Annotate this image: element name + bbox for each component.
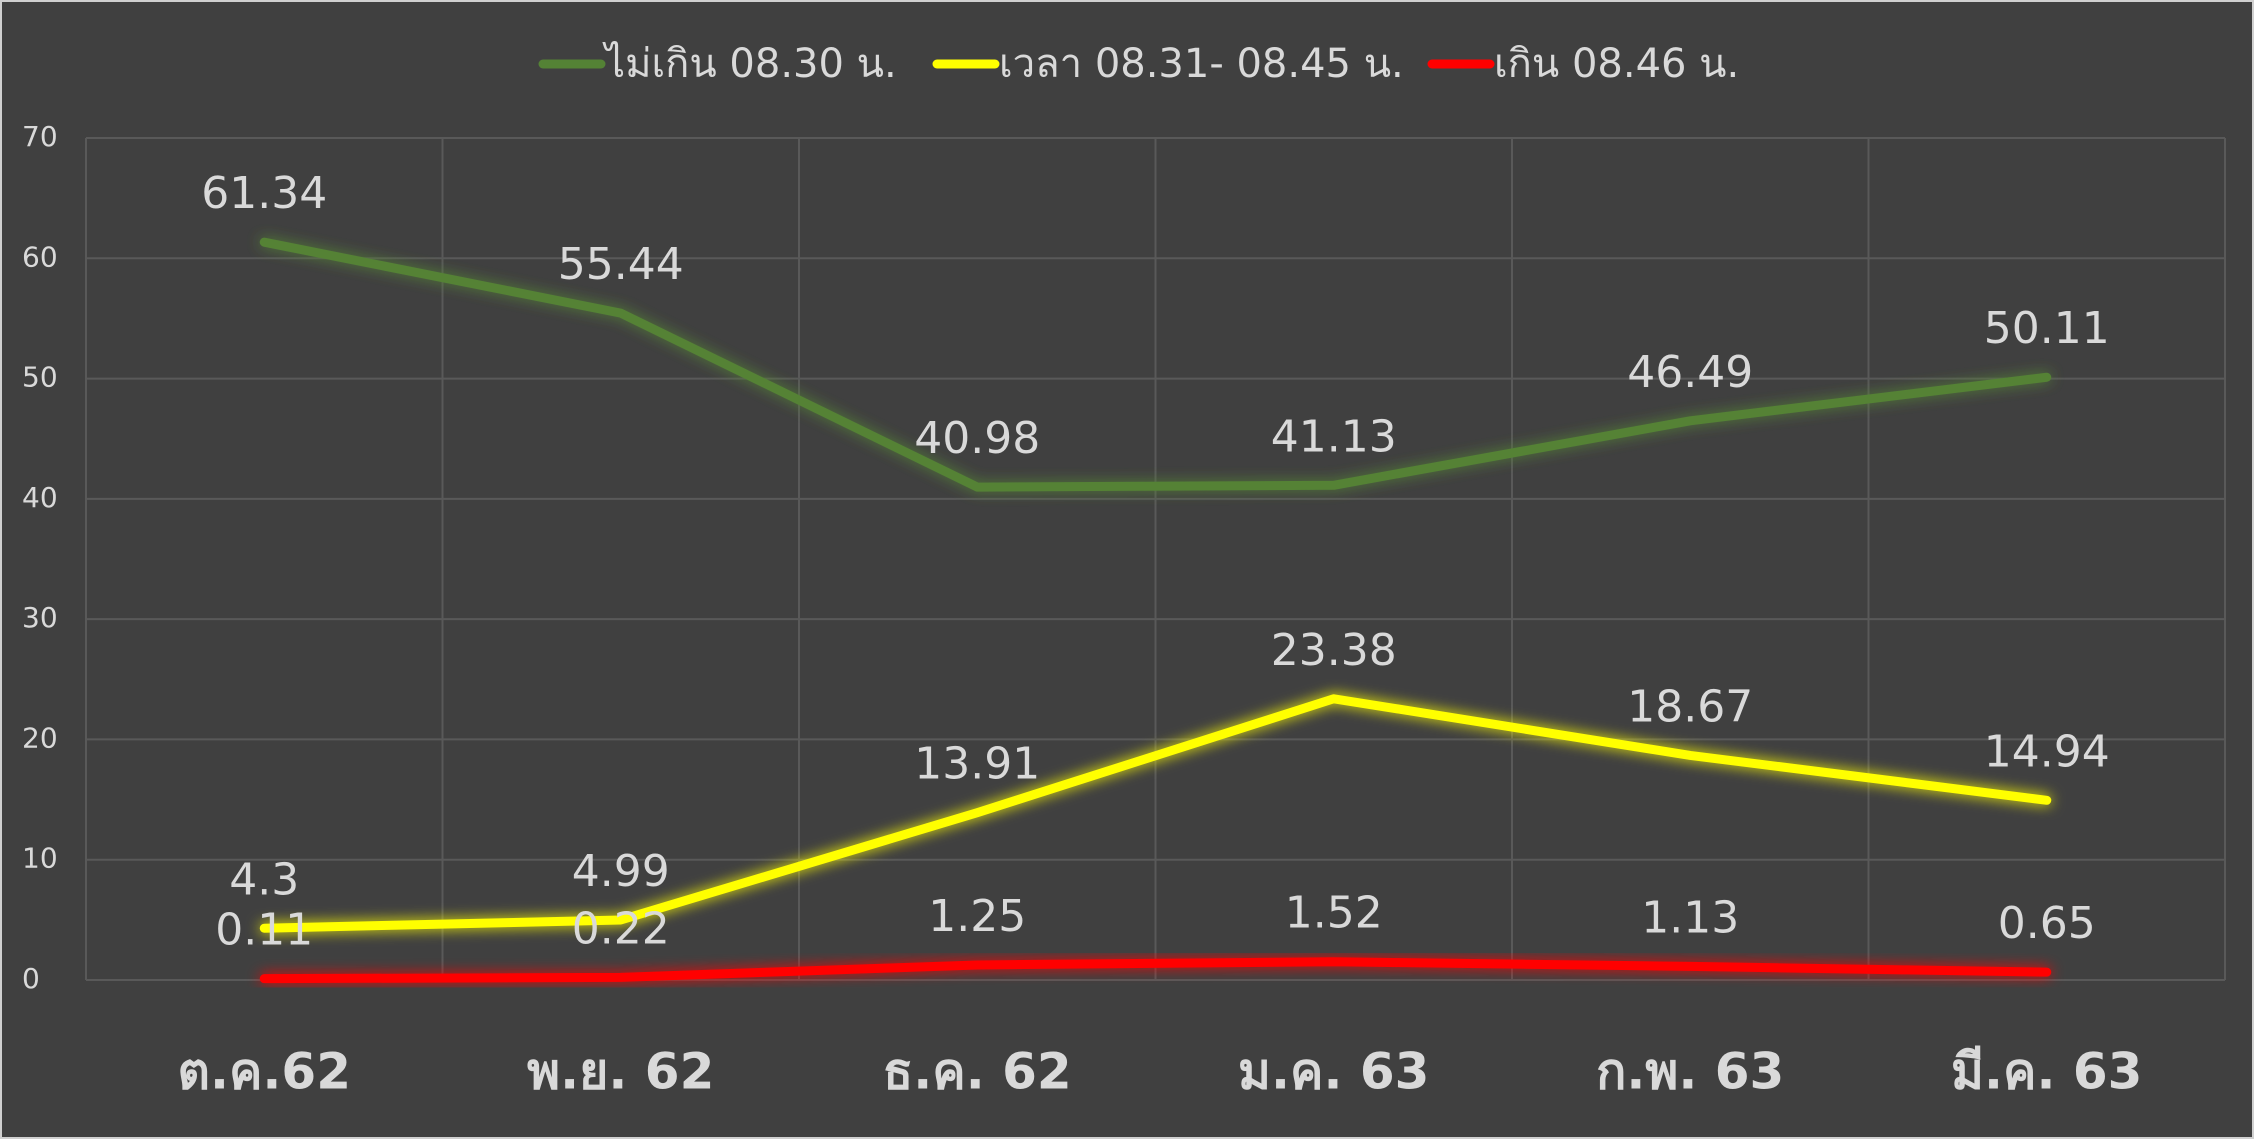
y-tick-label: 50 bbox=[22, 361, 58, 394]
series-line bbox=[259, 694, 2052, 933]
series-line bbox=[259, 237, 2052, 492]
data-label: 61.34 bbox=[201, 168, 327, 219]
x-tick-label: ม.ค. 63 bbox=[1238, 1043, 1429, 1101]
data-label: 1.13 bbox=[1641, 892, 1739, 943]
x-tick-label: ต.ค.62 bbox=[178, 1043, 352, 1101]
series-line bbox=[259, 957, 2052, 984]
data-label: 0.65 bbox=[1998, 898, 2096, 949]
data-label: 18.67 bbox=[1627, 681, 1753, 732]
data-label: 0.11 bbox=[215, 905, 313, 956]
x-tick-label: ธ.ค. 62 bbox=[883, 1043, 1072, 1101]
y-tick-label: 60 bbox=[22, 240, 58, 273]
data-label: 1.52 bbox=[1285, 888, 1383, 939]
data-label: 14.94 bbox=[1984, 726, 2110, 777]
data-label: 13.91 bbox=[914, 739, 1040, 790]
data-label: 46.49 bbox=[1627, 347, 1753, 398]
y-tick-label: 20 bbox=[22, 721, 58, 754]
x-tick-label: ก.พ. 63 bbox=[1596, 1043, 1784, 1101]
data-label: 4.3 bbox=[229, 854, 299, 905]
data-label: 40.98 bbox=[914, 413, 1040, 464]
data-label: 55.44 bbox=[558, 239, 684, 290]
legend-label: ไม่เกิน 08.30 น. bbox=[602, 41, 897, 87]
y-tick-label: 40 bbox=[22, 481, 58, 514]
legend-label: เกิน 08.46 น. bbox=[1494, 41, 1739, 87]
y-tick-label: 70 bbox=[22, 120, 58, 153]
data-label: 41.13 bbox=[1271, 411, 1397, 462]
legend-label: เวลา 08.31- 08.45 น. bbox=[999, 41, 1404, 87]
data-label: 1.25 bbox=[928, 891, 1026, 942]
data-label: 23.38 bbox=[1271, 625, 1397, 676]
y-tick-label: 30 bbox=[22, 601, 58, 634]
y-tick-label: 0 bbox=[22, 962, 40, 995]
x-tick-label: มี.ค. 63 bbox=[1951, 1043, 2142, 1101]
y-tick-label: 10 bbox=[22, 842, 58, 875]
x-tick-label: พ.ย. 62 bbox=[527, 1043, 714, 1101]
data-label: 4.99 bbox=[572, 846, 670, 897]
data-label: 50.11 bbox=[1984, 303, 2110, 354]
data-label: 0.22 bbox=[572, 903, 670, 954]
